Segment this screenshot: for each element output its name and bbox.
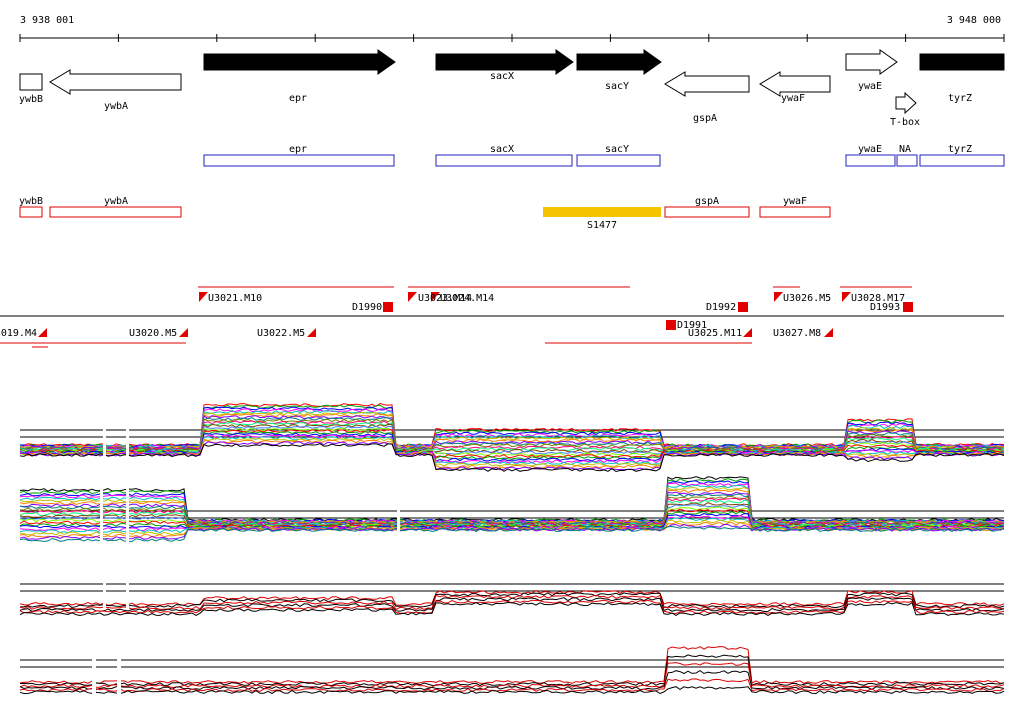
segment-label[interactable]: U3020.M5 bbox=[129, 328, 177, 339]
gene-epr[interactable] bbox=[203, 49, 396, 75]
gene-label-ywbA: ywbA bbox=[104, 101, 128, 112]
red-feature-ywbA[interactable] bbox=[49, 206, 182, 218]
blue-feature-NA[interactable] bbox=[896, 154, 918, 167]
blue-label-sacY: sacY bbox=[605, 144, 629, 155]
gene-label-ywaE: ywaE bbox=[858, 81, 882, 92]
gene-ywbA[interactable] bbox=[49, 69, 182, 95]
expression-panel-4 bbox=[19, 645, 1005, 695]
gene-T-box[interactable] bbox=[895, 91, 917, 115]
gene-label-sacY: sacY bbox=[605, 81, 629, 92]
segment-label[interactable]: U3028.M17 bbox=[851, 293, 905, 304]
ruler-end-label: 3 948 000 bbox=[947, 15, 1001, 26]
blue-label-epr: epr bbox=[289, 144, 307, 155]
segment-label[interactable]: D1990 bbox=[352, 302, 382, 313]
segment-label[interactable]: D1991 bbox=[677, 320, 707, 331]
blue-feature-ywaE[interactable] bbox=[845, 154, 896, 167]
segment-label[interactable]: U3026.M5 bbox=[783, 293, 831, 304]
red-feature-track bbox=[19, 206, 831, 218]
expression-panel-2 bbox=[19, 476, 1005, 542]
red-label-gspA: gspA bbox=[695, 196, 719, 207]
gene-ywbB[interactable] bbox=[19, 73, 43, 91]
blue-label-sacX: sacX bbox=[490, 144, 514, 155]
blue-feature-sacY[interactable] bbox=[576, 154, 661, 167]
red-label-ywbA: ywbA bbox=[104, 196, 128, 207]
gene-ywaF[interactable] bbox=[759, 71, 831, 97]
highlight-feature-S1477[interactable] bbox=[543, 207, 661, 217]
blue-feature-labels: epr sacX sacY ywaE NA tyrZ bbox=[289, 144, 972, 155]
red-feature-ywbB[interactable] bbox=[19, 206, 43, 218]
gene-track: ywbB ywbA epr sacX sacY gspA ywaF ywaE T… bbox=[19, 49, 1005, 128]
segment-label[interactable]: U3022.M5 bbox=[257, 328, 305, 339]
gene-label-epr: epr bbox=[289, 93, 307, 104]
expression-panel-1 bbox=[19, 402, 1005, 473]
gene-sacY[interactable] bbox=[576, 49, 662, 75]
segment-label[interactable]: U3019.M4 bbox=[0, 328, 37, 339]
highlight-label-S1477: S1477 bbox=[587, 220, 617, 231]
blue-feature-sacX[interactable] bbox=[435, 154, 573, 167]
blue-label-tyrZ: tyrZ bbox=[948, 144, 972, 155]
gene-tyrZ[interactable] bbox=[919, 53, 1005, 71]
expression-panel-3 bbox=[19, 583, 1005, 617]
data-gaps bbox=[92, 420, 400, 695]
gene-label-ywaF: ywaF bbox=[781, 93, 805, 104]
red-feature-labels: ywbB ywbA gspA ywaF S1477 bbox=[19, 196, 807, 231]
segment-labels: U3021.M10 D1990 U3023.M14 U3024.M14 D199… bbox=[0, 293, 905, 339]
red-label-ywaF: ywaF bbox=[783, 196, 807, 207]
blue-feature-track bbox=[203, 154, 1005, 167]
segment-label[interactable]: U3025.M11 bbox=[688, 328, 742, 339]
segment-label[interactable]: D1992 bbox=[706, 302, 736, 313]
segmentation-track bbox=[0, 286, 1004, 348]
blue-label-NA: NA bbox=[899, 144, 911, 155]
segment-label[interactable]: U3021.M10 bbox=[208, 293, 262, 304]
blue-feature-tyrZ[interactable] bbox=[919, 154, 1005, 167]
segment-label[interactable]: U3024.M14 bbox=[440, 293, 494, 304]
blue-feature-epr[interactable] bbox=[203, 154, 395, 167]
coordinate-ruler: 3 938 001 3 948 000 bbox=[19, 15, 1005, 42]
gene-label-sacX: sacX bbox=[490, 71, 514, 82]
ruler-start-label: 3 938 001 bbox=[20, 15, 74, 26]
gene-gspA[interactable] bbox=[664, 71, 750, 97]
gene-label-tyrZ: tyrZ bbox=[948, 93, 972, 104]
blue-label-ywaE: ywaE bbox=[858, 144, 882, 155]
gene-label-T-box: T-box bbox=[890, 117, 920, 128]
gene-ywaE[interactable] bbox=[845, 49, 898, 75]
gene-label-ywbB: ywbB bbox=[19, 94, 43, 105]
red-feature-ywaF[interactable] bbox=[759, 206, 831, 218]
segment-label[interactable]: D1993 bbox=[870, 302, 900, 313]
red-label-ywbB: ywbB bbox=[19, 196, 43, 207]
red-feature-gspA[interactable] bbox=[664, 206, 750, 218]
gene-sacX[interactable] bbox=[435, 49, 574, 75]
segment-label[interactable]: U3023.M14 bbox=[418, 293, 472, 304]
segment-label[interactable]: U3027.M8 bbox=[773, 328, 821, 339]
gene-label-gspA: gspA bbox=[693, 113, 717, 124]
